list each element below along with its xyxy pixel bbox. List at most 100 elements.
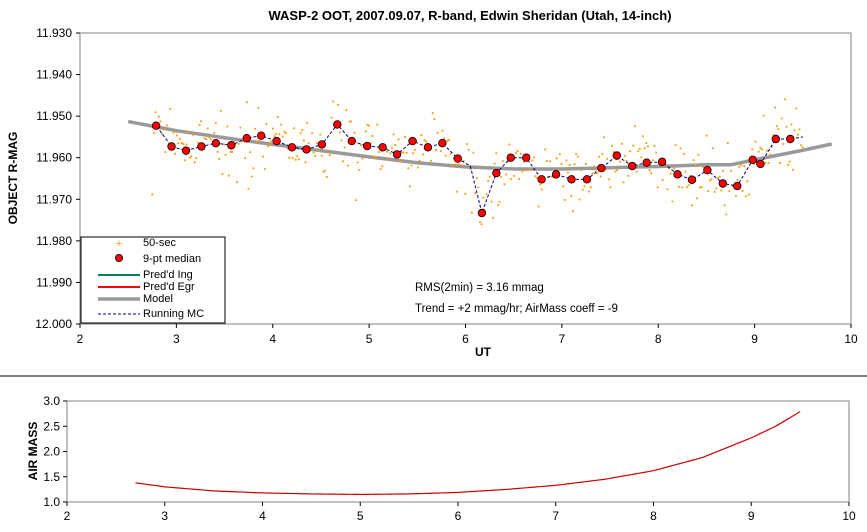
airmass-y-axis-title: AIR MASS (26, 422, 40, 481)
y-tick-label: 11.970 (36, 192, 72, 206)
raw-data-point (157, 115, 160, 118)
raw-data-point (485, 193, 488, 196)
median-point (423, 143, 433, 152)
y-tick-label: 11.940 (36, 68, 72, 82)
raw-data-point (682, 152, 685, 155)
median-point (551, 170, 561, 179)
raw-data-point (443, 137, 446, 140)
x-tick-label: 2 (77, 332, 84, 346)
raw-data-point (601, 153, 604, 155)
raw-data-point (175, 134, 178, 137)
raw-data-point (739, 164, 742, 166)
raw-data-point (539, 183, 542, 186)
raw-data-point (219, 110, 222, 112)
legend-label-running-mc: Running MC (143, 308, 204, 320)
raw-data-point (656, 186, 659, 189)
raw-data-point (250, 175, 253, 178)
raw-data-point (549, 160, 551, 163)
raw-data-point (500, 175, 503, 178)
raw-data-point (417, 166, 419, 169)
raw-data-point (488, 175, 491, 178)
raw-data-point (247, 187, 250, 190)
median-point (673, 170, 682, 179)
raw-data-point (718, 175, 721, 178)
legend-label-egress: Pred'd Egr (143, 281, 195, 293)
raw-data-point (285, 132, 287, 134)
raw-data-point (301, 129, 304, 131)
raw-data-point (609, 186, 612, 189)
raw-data-point (252, 167, 255, 170)
raw-data-point (779, 162, 781, 164)
median-point (506, 153, 515, 162)
raw-data-point (567, 171, 569, 174)
raw-data-point (281, 135, 284, 138)
raw-data-point (257, 106, 260, 109)
median-point (197, 142, 206, 151)
raw-data-point (723, 204, 726, 207)
raw-data-point (544, 148, 547, 151)
raw-data-point (239, 126, 242, 129)
raw-data-point (180, 142, 183, 144)
raw-data-point (195, 157, 198, 159)
raw-data-point (368, 124, 371, 127)
airmass-x-tick-label: 7 (552, 509, 559, 523)
raw-data-point (627, 174, 630, 177)
raw-data-point (505, 173, 507, 176)
raw-data-point (169, 108, 172, 110)
airmass-x-tick-label: 6 (455, 509, 462, 523)
x-axis-title: UT (475, 345, 492, 359)
median-point (242, 133, 251, 143)
raw-data-point (576, 155, 579, 158)
raw-data-point (249, 151, 252, 154)
raw-data-point (743, 165, 746, 168)
raw-data-point (772, 134, 775, 136)
x-tick-label: 3 (173, 332, 180, 346)
raw-data-point (482, 196, 485, 199)
raw-data-point (589, 186, 592, 189)
legend-item-ingress: Pred'd Ing (98, 269, 193, 281)
raw-data-point (545, 160, 548, 163)
raw-data-point (479, 221, 481, 224)
raw-data-point (410, 164, 413, 167)
raw-data-point (790, 123, 793, 126)
raw-data-point (678, 185, 680, 188)
raw-data-point (441, 129, 444, 132)
raw-data-point (431, 112, 434, 114)
raw-data-point (317, 149, 320, 152)
raw-data-point (272, 127, 274, 130)
raw-data-point (575, 153, 578, 155)
magnitude-chart: WASP-2 OOT, 2007.09.07, R-band, Edwin Sh… (6, 8, 858, 359)
y-tick-label: 11.960 (36, 151, 72, 165)
y-tick-label: 11.930 (36, 26, 72, 40)
raw-data-point (404, 136, 406, 138)
median-point (771, 134, 781, 144)
raw-data-point (221, 172, 224, 175)
raw-data-point (470, 211, 473, 214)
x-tick-label: 5 (366, 332, 373, 346)
legend-box (80, 236, 226, 324)
raw-data-point (674, 144, 677, 147)
raw-data-point (710, 178, 713, 181)
raw-data-point (666, 188, 669, 191)
raw-data-point (668, 167, 671, 170)
raw-data-point (570, 195, 573, 197)
raw-data-point (645, 142, 648, 145)
median-point (537, 175, 546, 184)
raw-data-point (420, 134, 423, 137)
raw-data-point (565, 159, 568, 162)
raw-data-point (316, 141, 318, 144)
raw-data-point (435, 148, 437, 151)
raw-data-point (224, 153, 227, 156)
raw-data-point (462, 160, 465, 163)
raw-data-point (699, 186, 701, 189)
raw-data-point (521, 170, 524, 173)
raw-data-point (769, 153, 772, 156)
raw-data-point (307, 142, 310, 145)
raw-data-point (712, 147, 715, 150)
raw-data-point (523, 161, 525, 163)
raw-data-point (510, 178, 512, 180)
raw-data-point (514, 152, 517, 154)
raw-data-point (647, 145, 649, 148)
raw-data-point (611, 144, 613, 147)
